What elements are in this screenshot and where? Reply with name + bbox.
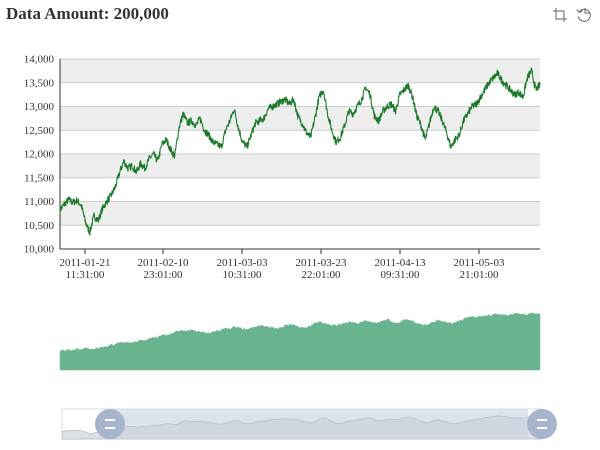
x-tick-label-date: 2011-02-10 <box>138 257 189 269</box>
zoom-icon[interactable] <box>552 7 568 23</box>
volume-area <box>59 312 541 371</box>
zoom-reset-icon[interactable] <box>576 7 592 23</box>
grid-band <box>60 82 540 107</box>
grid-band <box>60 177 540 202</box>
grid-band <box>60 130 540 154</box>
slider-handle-end-knob[interactable] <box>527 409 557 439</box>
slider-handle-start-knob[interactable] <box>95 409 125 439</box>
data-zoom-slider[interactable] <box>61 408 557 440</box>
y-tick-label: 13,000 <box>24 101 55 113</box>
toolbox <box>552 7 592 23</box>
x-tick-label-time: 22:01:00 <box>301 269 341 281</box>
grid-band <box>60 154 540 178</box>
slider-handle-end[interactable] <box>527 409 557 439</box>
x-tick-label-date: 2011-04-13 <box>375 257 426 269</box>
y-tick-label: 11,000 <box>24 196 54 208</box>
volume-area-shape <box>59 312 541 371</box>
x-tick-label-time: 21:01:00 <box>459 269 499 281</box>
y-tick-label: 10,000 <box>24 244 55 256</box>
x-tick-label-date: 2011-03-23 <box>296 257 347 269</box>
grid-band <box>60 59 540 83</box>
y-tick-label: 14,000 <box>24 54 55 66</box>
x-tick-label-date: 2011-01-21 <box>60 257 111 269</box>
y-tick-label: 11,500 <box>24 172 54 184</box>
x-tick-label-time: 10:31:00 <box>222 269 262 281</box>
y-tick-label: 10,500 <box>24 220 55 232</box>
grid-band <box>60 225 540 249</box>
x-tick-label-date: 2011-05-03 <box>454 257 505 269</box>
x-tick-label-time: 23:01:00 <box>143 269 183 281</box>
y-tick-label: 13,500 <box>24 77 55 89</box>
x-tick-label-time: 09:31:00 <box>380 269 420 281</box>
y-tick-label: 12,000 <box>24 149 55 161</box>
slider-preview <box>61 415 543 440</box>
y-tick-label: 12,500 <box>24 125 55 137</box>
chart-title: Data Amount: 200,000 <box>6 4 169 23</box>
slider-handle-start[interactable] <box>95 409 125 439</box>
x-tick-label-date: 2011-03-03 <box>217 257 268 269</box>
grid-band <box>60 201 540 226</box>
x-tick-label-time: 11:31:00 <box>66 269 105 281</box>
y-axis: 10,000 10,500 11,000 11,500 12,000 12,500 13,0… <box>24 54 61 256</box>
price-series-line <box>59 67 541 236</box>
